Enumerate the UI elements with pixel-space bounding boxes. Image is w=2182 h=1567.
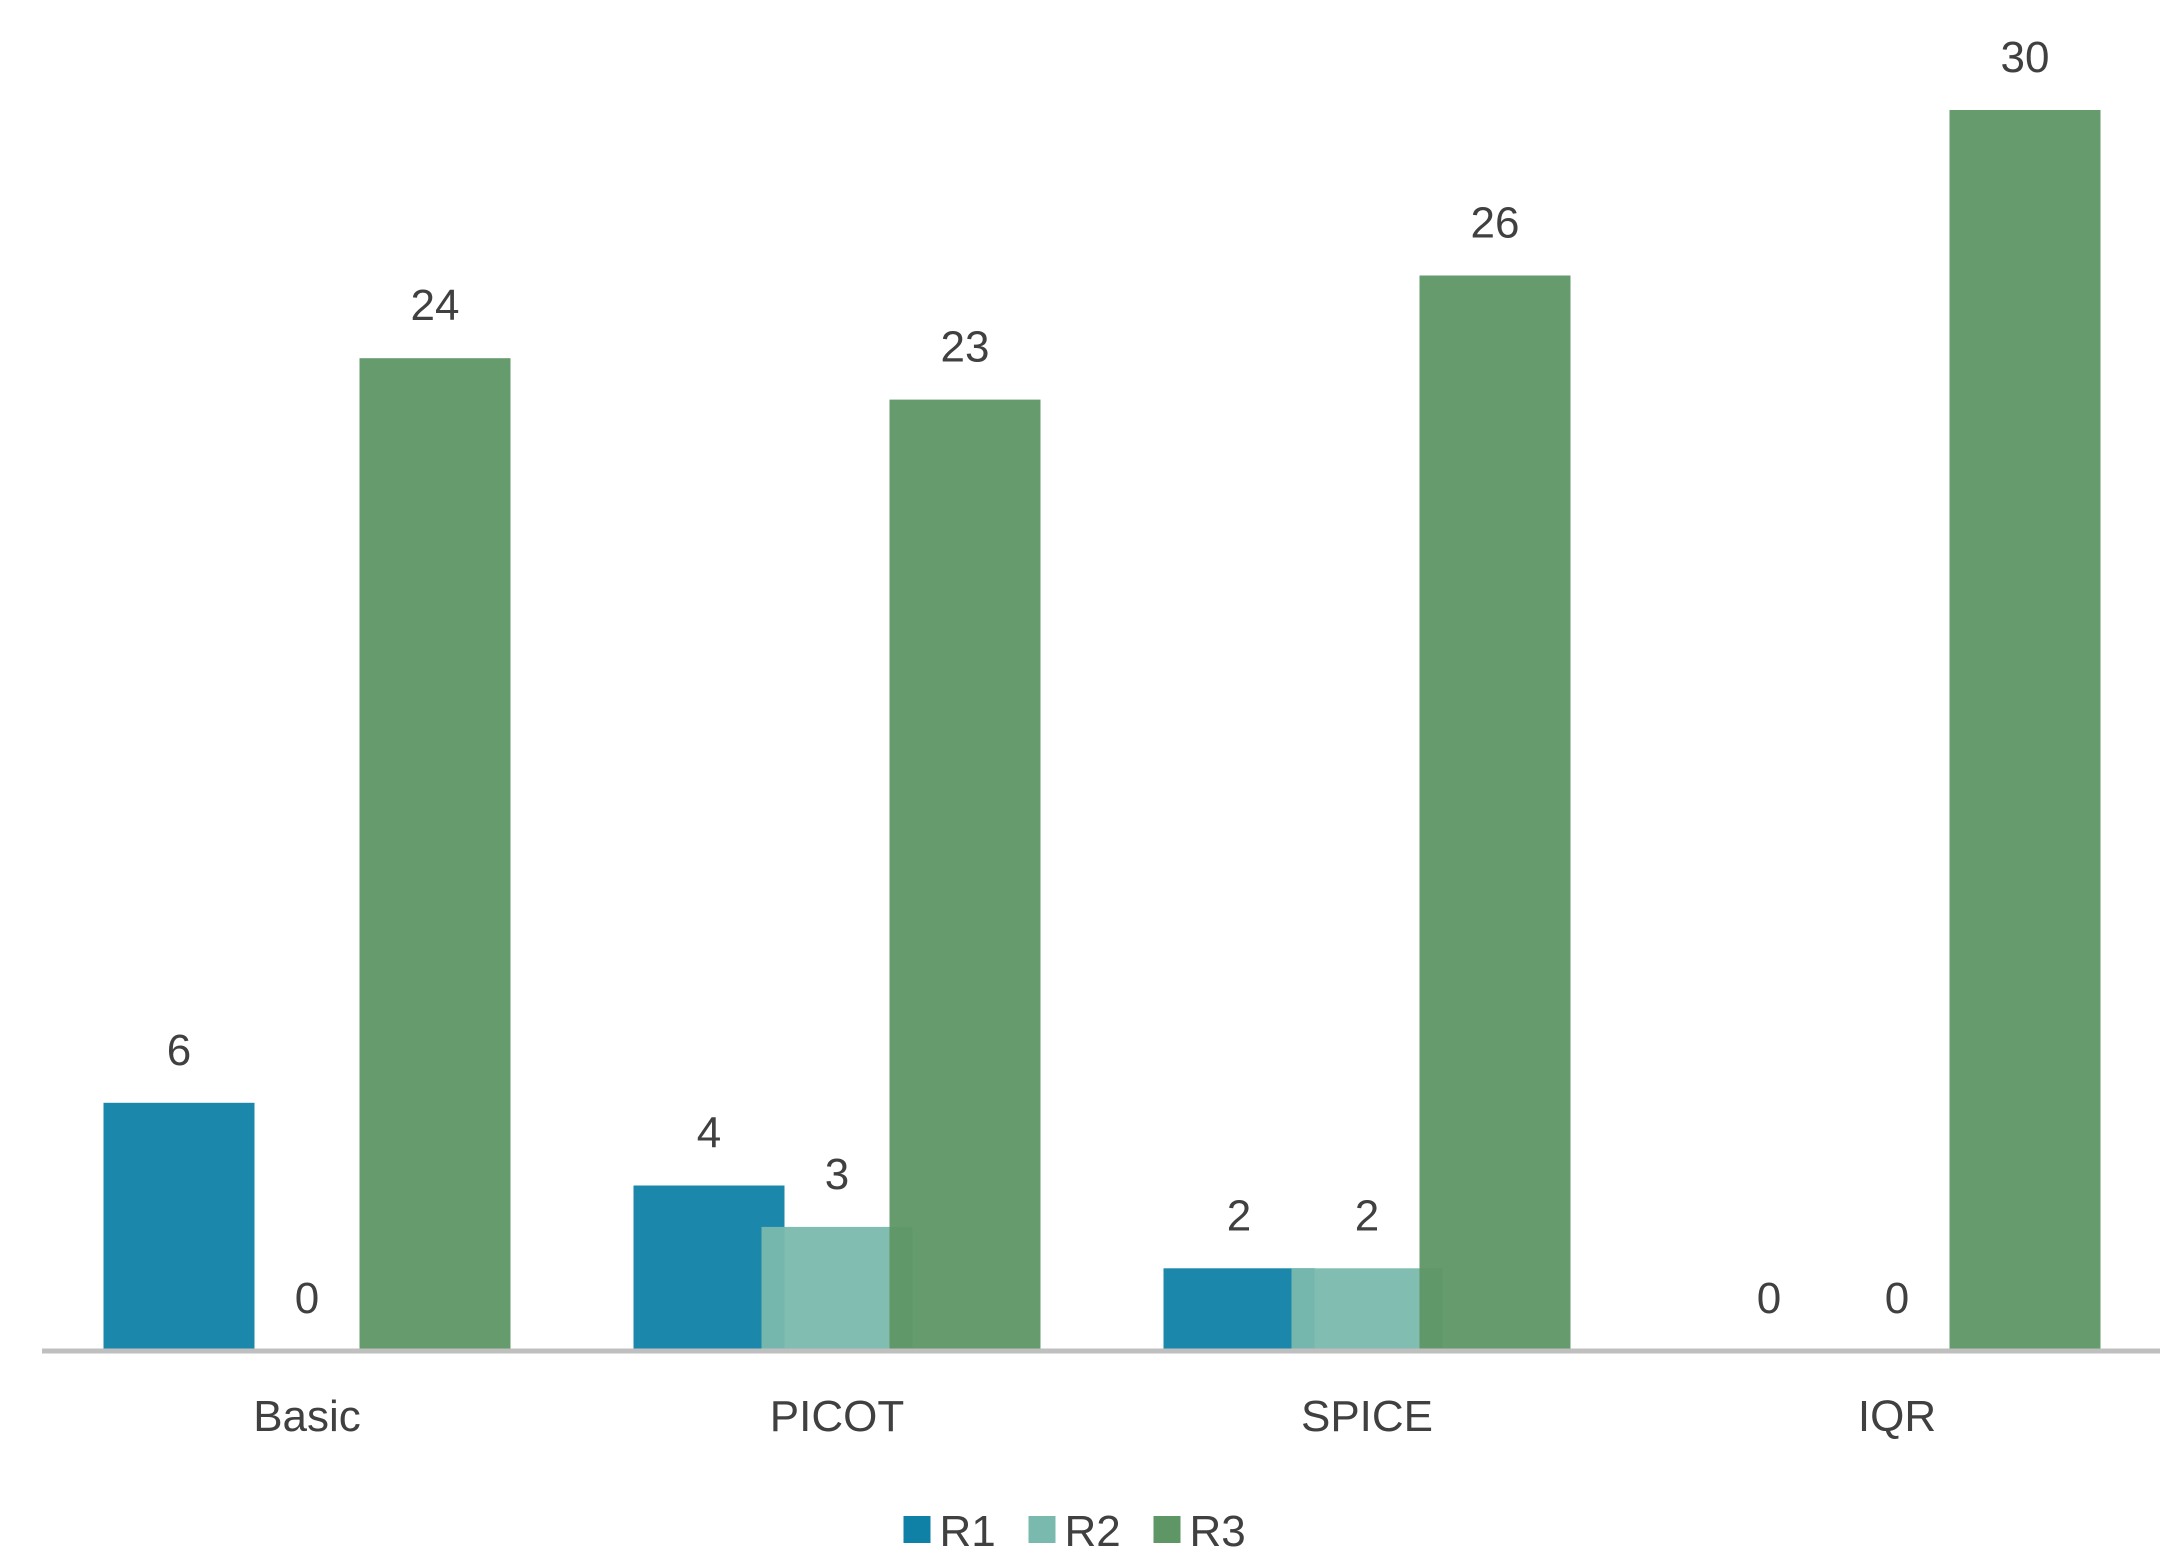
- legend-label-r3: R3: [1190, 1507, 1246, 1556]
- bar-spice-r3: [1419, 275, 1571, 1351]
- bar-spice-r1: [1163, 1268, 1315, 1351]
- bar-picot-r1: [633, 1185, 785, 1351]
- data-label-basic-r2: 0: [295, 1274, 319, 1323]
- legend-swatch-r1: [903, 1516, 931, 1543]
- x-tick-label-iqr: IQR: [1858, 1392, 1936, 1441]
- bar-picot-r3: [889, 399, 1041, 1352]
- bar-spice-r2: [1291, 1268, 1443, 1351]
- legend: R1 R2 R3: [903, 1507, 1246, 1556]
- data-label-spice-r2: 2: [1355, 1191, 1379, 1240]
- bars-layer: [103, 110, 2101, 1352]
- legend-label-r1: R1: [940, 1507, 996, 1556]
- data-label-basic-r1: 6: [167, 1026, 191, 1075]
- legend-label-r2: R2: [1065, 1507, 1121, 1556]
- data-label-picot-r1: 4: [697, 1109, 721, 1158]
- x-tick-label-basic: Basic: [253, 1392, 361, 1441]
- x-tick-labels: Basic PICOT SPICE IQR: [253, 1392, 1936, 1441]
- data-label-iqr-r2: 0: [1885, 1274, 1909, 1323]
- x-tick-label-spice: SPICE: [1301, 1392, 1433, 1441]
- data-label-basic-r3: 24: [411, 281, 460, 330]
- data-label-iqr-r1: 0: [1757, 1274, 1781, 1323]
- legend-swatch-r2: [1028, 1516, 1056, 1543]
- legend-swatch-r3: [1153, 1516, 1181, 1543]
- x-tick-label-picot: PICOT: [770, 1392, 904, 1441]
- bar-basic-r1: [103, 1102, 255, 1351]
- bar-basic-r3: [359, 358, 511, 1351]
- data-label-iqr-r3: 30: [2001, 33, 2050, 82]
- data-label-spice-r1: 2: [1227, 1191, 1251, 1240]
- bar-iqr-r3: [1949, 110, 2101, 1351]
- data-labels-layer: 6 0 24 4 3 23 2 2 26 0 0 30: [167, 33, 2050, 1323]
- data-label-picot-r2: 3: [825, 1150, 849, 1199]
- bar-picot-r2: [761, 1226, 913, 1351]
- data-label-spice-r3: 26: [1471, 199, 1520, 248]
- data-label-picot-r3: 23: [941, 323, 990, 372]
